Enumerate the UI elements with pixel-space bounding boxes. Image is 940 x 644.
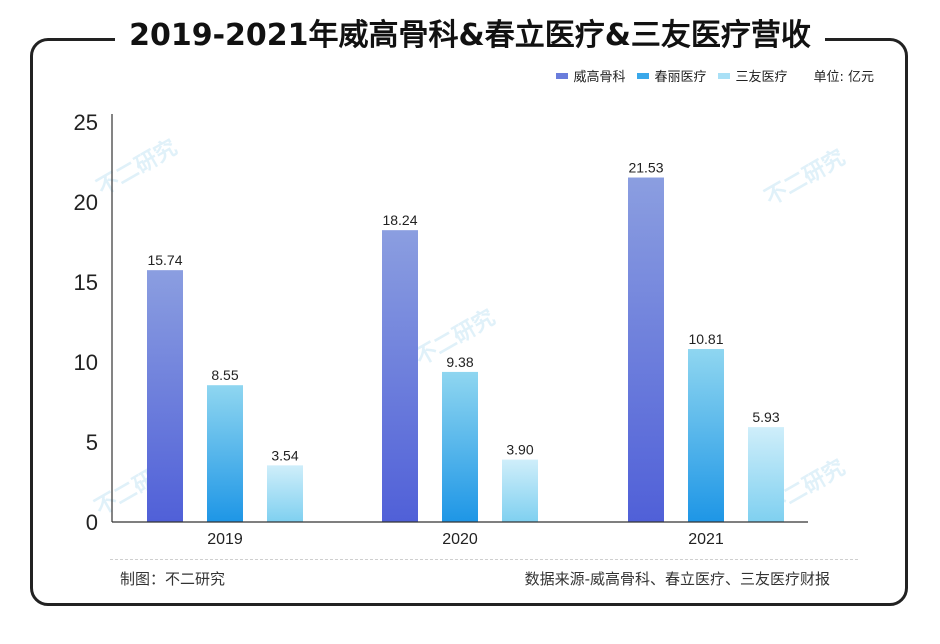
legend-label-0: 威高骨科 — [573, 70, 626, 85]
bar-value-label: 10.81 — [688, 331, 723, 347]
legend-item-2: 三友医疗 — [718, 66, 787, 85]
y-tick-label: 10 — [74, 350, 98, 375]
bar-2021-1 — [688, 349, 724, 522]
footer-divider — [110, 559, 858, 560]
bar-value-label: 15.74 — [147, 252, 182, 268]
x-tick-label: 2021 — [688, 531, 724, 548]
y-tick-label: 5 — [86, 430, 98, 455]
bar-2019-1 — [207, 385, 243, 522]
y-tick-label: 20 — [74, 190, 98, 215]
bar-2019-0 — [147, 270, 183, 522]
bar-value-label: 8.55 — [211, 367, 238, 383]
bar-value-label: 18.24 — [382, 212, 417, 228]
y-tick-label: 15 — [74, 270, 98, 295]
bar-2020-2 — [502, 459, 538, 522]
unit-label: 单位: 亿元 — [813, 70, 874, 85]
legend-swatch-2 — [718, 72, 731, 79]
legend-label-2: 三友医疗 — [735, 70, 788, 85]
legend-item-0: 威高骨科 — [556, 66, 625, 85]
bar-value-label: 9.38 — [446, 354, 473, 370]
bar-2020-1 — [442, 371, 478, 522]
bar-value-label: 3.90 — [506, 442, 533, 458]
legend-swatch-1 — [637, 72, 650, 79]
bar-2020-0 — [382, 230, 418, 522]
footer-credit: 制图：不二研究 — [120, 570, 226, 588]
legend: 威高骨科 春丽医疗 三友医疗 单位: 亿元 — [556, 66, 874, 85]
bar-2021-2 — [748, 427, 784, 522]
y-tick-label: 0 — [86, 510, 98, 535]
y-tick-label: 25 — [74, 110, 98, 135]
bar-value-label: 5.93 — [752, 409, 779, 425]
footer-source: 数据来源-威高骨科、春立医疗、三友医疗财报 — [524, 570, 830, 588]
x-tick-label: 2020 — [442, 531, 478, 548]
bar-2021-0 — [628, 177, 664, 522]
x-tick-label: 2019 — [207, 531, 243, 548]
bar-2019-2 — [267, 465, 303, 522]
chart-title: 2019-2021年威高骨科&春立医疗&三友医疗营收 — [0, 14, 940, 58]
bar-value-label: 3.54 — [271, 447, 298, 463]
legend-label-1: 春丽医疗 — [654, 70, 707, 85]
legend-swatch-0 — [556, 72, 569, 79]
bar-value-label: 21.53 — [628, 160, 663, 176]
legend-item-1: 春丽医疗 — [637, 66, 706, 85]
